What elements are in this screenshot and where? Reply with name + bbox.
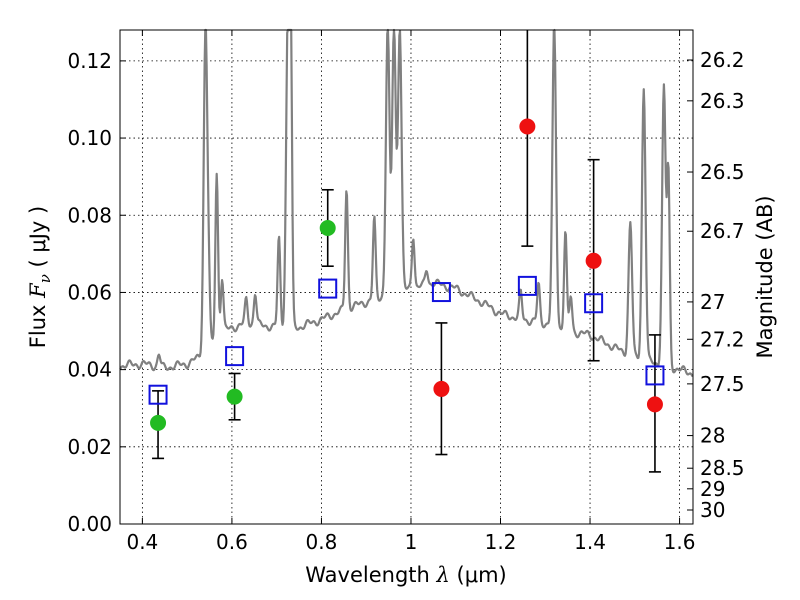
y-tick-label: 0.00 (67, 512, 112, 536)
model-point (225, 346, 245, 367)
plot-frame (119, 29, 694, 525)
x-tick-label: 1 (405, 530, 418, 554)
y2-tick-label: 26.2 (700, 48, 745, 72)
y-tick-label: 0.12 (67, 49, 112, 73)
x-tick-label: 0.8 (306, 530, 338, 554)
x-axis-label: Wavelength λ (μm) (305, 563, 506, 587)
model-point (148, 384, 168, 405)
model-spectrum (119, 28, 694, 378)
y2-tick-label: 27.2 (700, 327, 745, 351)
model-point (318, 278, 338, 299)
grid (120, 30, 693, 525)
data-markers (148, 118, 665, 431)
y2-tick-label: 30 (700, 498, 725, 522)
data-point (646, 396, 663, 413)
y2-tick-label: 26.3 (700, 89, 745, 113)
y-tick-label: 0.04 (67, 358, 112, 382)
y-tick-label: 0.08 (67, 203, 112, 227)
y2-tick-label: 28.5 (700, 456, 745, 480)
y-tick-label: 0.02 (67, 435, 112, 459)
model-point (584, 293, 604, 314)
y-tick-label: 0.10 (67, 126, 112, 150)
x-tick-label: 0.6 (216, 530, 248, 554)
error-bars (152, 30, 661, 473)
y2-tick-label: 26.7 (700, 219, 745, 243)
x-tick-label: 1.4 (574, 530, 606, 554)
y2-tick-label: 26.5 (700, 160, 745, 184)
model-point (431, 282, 451, 303)
y2-tick-label: 27.5 (700, 372, 745, 396)
data-point (226, 388, 243, 405)
data-point (150, 414, 167, 431)
spectrum-line (119, 28, 694, 378)
data-point (319, 219, 336, 236)
model-point (517, 275, 537, 296)
y2-axis-label: Magnitude (AB) (753, 195, 777, 358)
y2-tick-label: 29 (700, 477, 725, 501)
x-tick-label: 0.4 (126, 530, 158, 554)
x-tick-label: 1.6 (664, 530, 696, 554)
data-point (519, 118, 536, 135)
data-point (433, 380, 450, 397)
y-tick-label: 0.06 (67, 280, 112, 304)
model-point (645, 365, 665, 386)
y-axis-label: Flux Fν ( μJy ) (26, 206, 54, 348)
axis-ticks: 0.4 0.6 0.8 1 1.2 1.4 1.6 0.00 0.02 0.04 0.06 0.08 0… (67, 30, 745, 554)
y2-tick-label: 28 (700, 424, 725, 448)
x-tick-label: 1.2 (485, 530, 517, 554)
y2-tick-label: 27 (700, 290, 725, 314)
data-point (585, 252, 602, 269)
